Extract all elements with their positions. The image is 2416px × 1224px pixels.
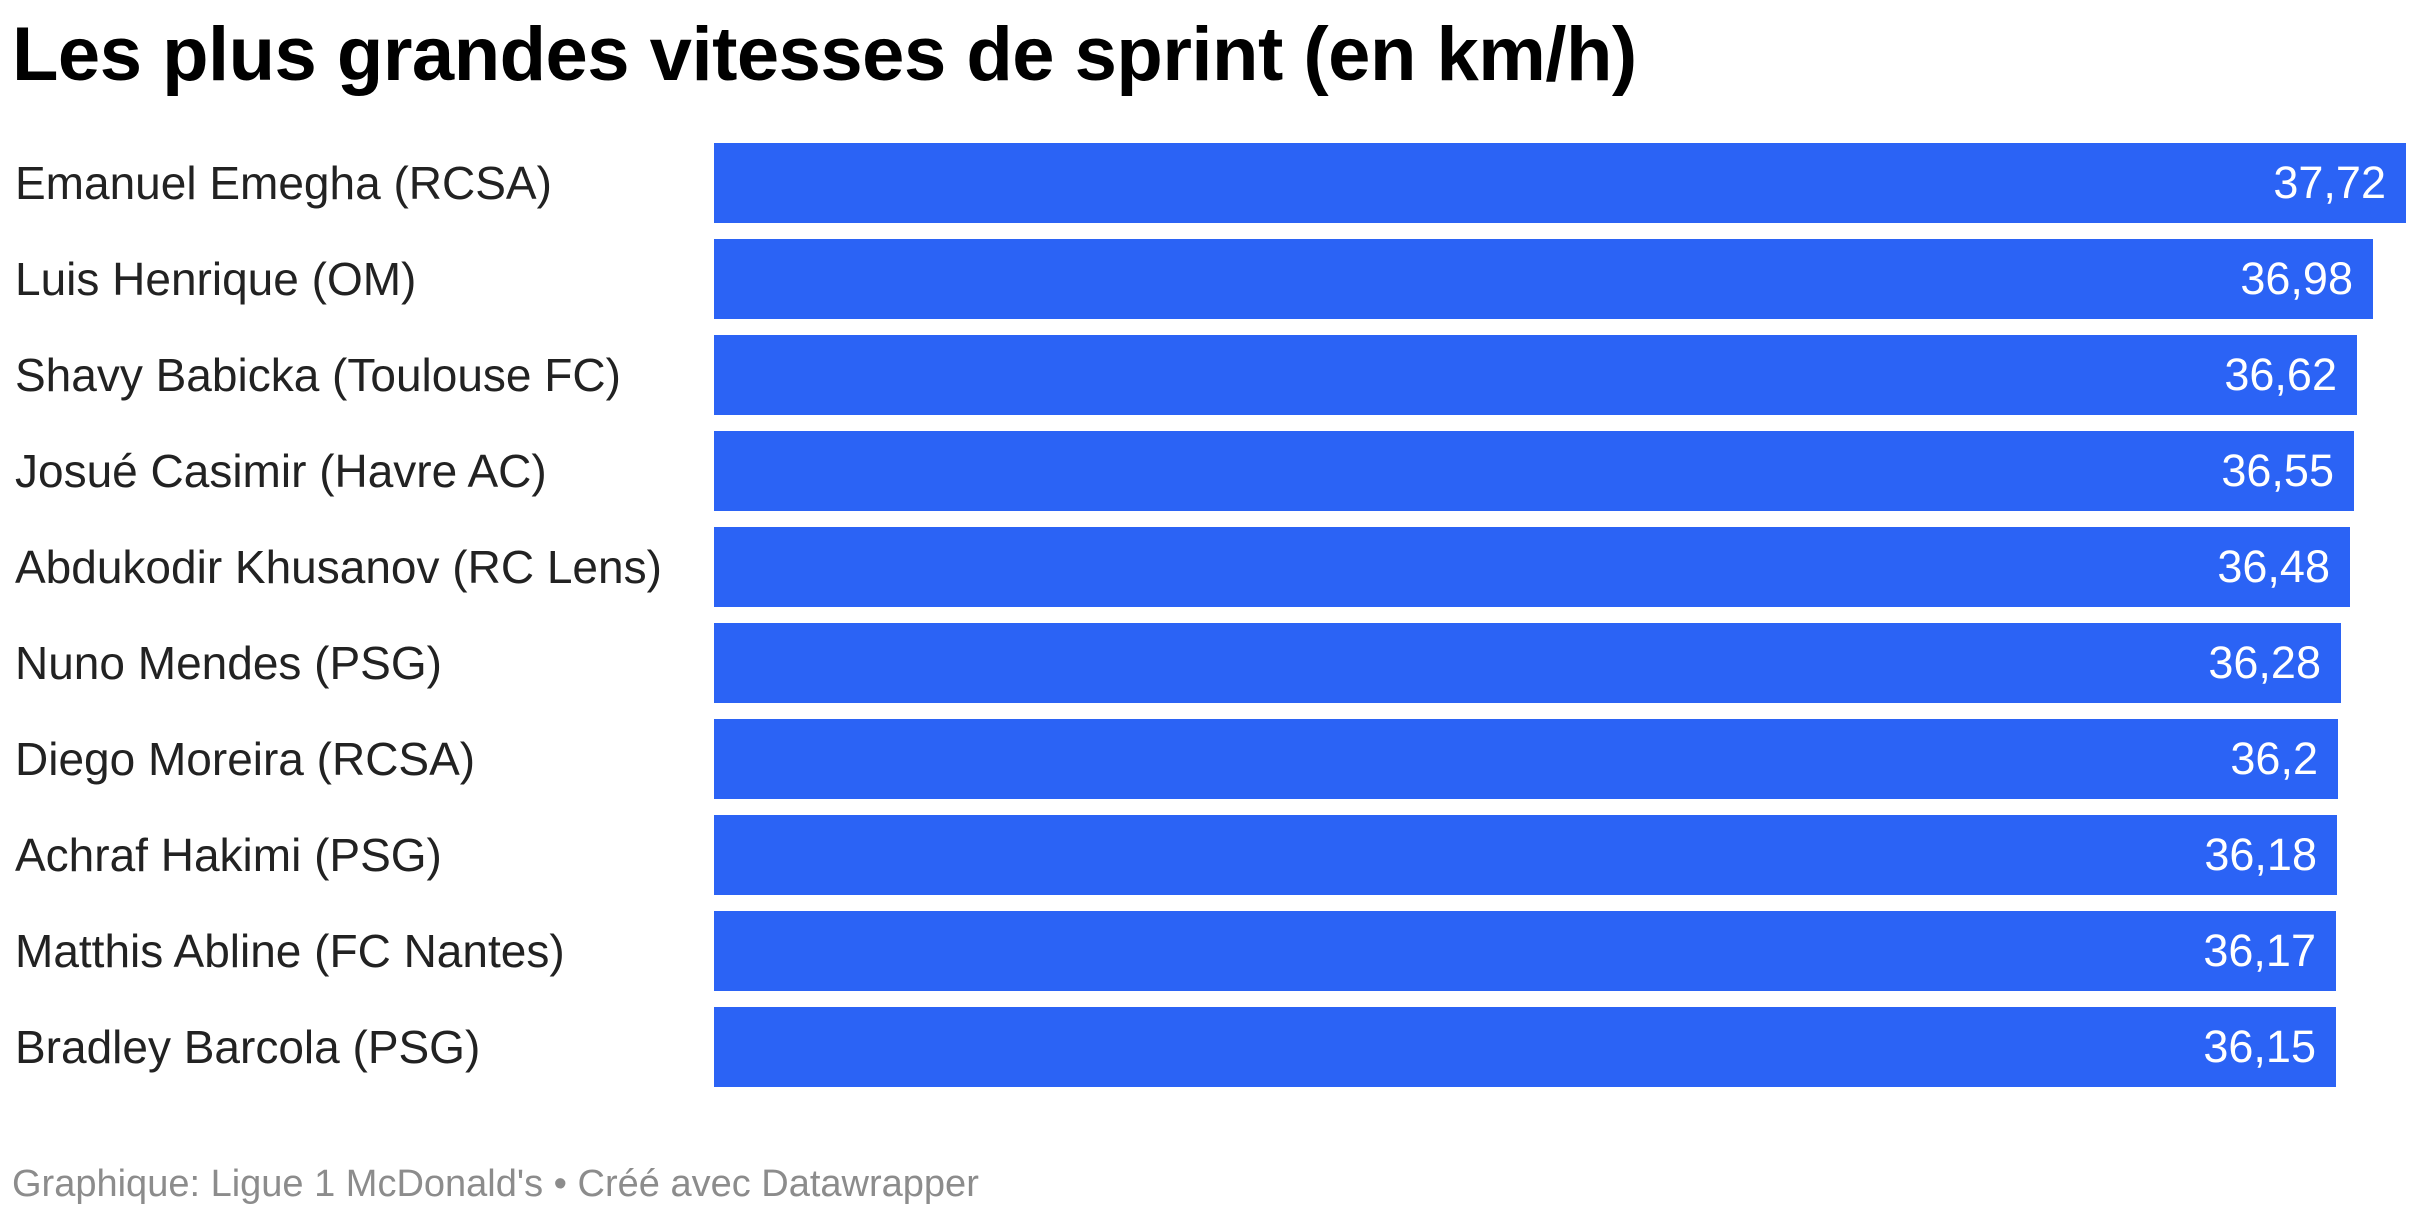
data-label: 36,55 <box>2221 445 2334 496</box>
category-label: Diego Moreira (RCSA) <box>15 733 476 785</box>
category-label: Nuno Mendes (PSG) <box>15 637 442 689</box>
data-label: 36,48 <box>2217 541 2330 592</box>
bar: 36,28 <box>714 623 2341 703</box>
bar: 36,15 <box>714 1007 2336 1087</box>
bar: 36,98 <box>714 239 2373 319</box>
category-label: Luis Henrique (OM) <box>15 253 417 305</box>
bar-track: 36,2 <box>714 719 2406 799</box>
bar-row: Achraf Hakimi (PSG) 36,18 <box>0 815 2416 895</box>
bar-track: 36,17 <box>714 911 2406 991</box>
data-label: 36,28 <box>2208 637 2321 688</box>
bar-row: Abdukodir Khusanov (RC Lens) 36,48 <box>0 527 2416 607</box>
chart-footer-source: Graphique: Ligue 1 McDonald's • Créé ave… <box>12 1163 979 1205</box>
bar-track: 36,15 <box>714 1007 2406 1087</box>
category-label: Emanuel Emegha (RCSA) <box>15 157 552 209</box>
data-label: 36,62 <box>2224 349 2337 400</box>
data-label: 36,2 <box>2230 733 2318 784</box>
chart-title: Les plus grandes vitesses de sprint (en … <box>12 12 1637 97</box>
bar-row: Matthis Abline (FC Nantes) 36,17 <box>0 911 2416 991</box>
bar: 37,72 <box>714 143 2406 223</box>
bar-row: Diego Moreira (RCSA) 36,2 <box>0 719 2416 799</box>
bar-row: Nuno Mendes (PSG) 36,28 <box>0 623 2416 703</box>
bar-row: Emanuel Emegha (RCSA) 37,72 <box>0 143 2416 223</box>
data-label: 36,17 <box>2203 925 2316 976</box>
bar: 36,48 <box>714 527 2350 607</box>
data-label: 36,18 <box>2204 829 2317 880</box>
bar: 36,62 <box>714 335 2357 415</box>
bar-track: 36,18 <box>714 815 2406 895</box>
bar-track: 36,28 <box>714 623 2406 703</box>
category-label: Achraf Hakimi (PSG) <box>15 829 442 881</box>
category-label: Bradley Barcola (PSG) <box>15 1021 481 1073</box>
bar: 36,55 <box>714 431 2354 511</box>
data-label: 36,15 <box>2203 1021 2316 1072</box>
bar-track: 37,72 <box>714 143 2406 223</box>
bar-row: Luis Henrique (OM) 36,98 <box>0 239 2416 319</box>
bar-track: 36,48 <box>714 527 2406 607</box>
data-label: 37,72 <box>2273 157 2386 208</box>
category-label: Matthis Abline (FC Nantes) <box>15 925 565 977</box>
bar: 36,2 <box>714 719 2338 799</box>
data-label: 36,98 <box>2240 253 2353 304</box>
bar-track: 36,98 <box>714 239 2406 319</box>
bar-row: Josué Casimir (Havre AC) 36,55 <box>0 431 2416 511</box>
bar: 36,17 <box>714 911 2336 991</box>
category-label: Josué Casimir (Havre AC) <box>15 445 547 497</box>
bar: 36,18 <box>714 815 2337 895</box>
bar-row: Shavy Babicka (Toulouse FC) 36,62 <box>0 335 2416 415</box>
bar-track: 36,55 <box>714 431 2406 511</box>
bar-track: 36,62 <box>714 335 2406 415</box>
bar-row: Bradley Barcola (PSG) 36,15 <box>0 1007 2416 1087</box>
category-label: Abdukodir Khusanov (RC Lens) <box>15 541 662 593</box>
category-label: Shavy Babicka (Toulouse FC) <box>15 349 621 401</box>
